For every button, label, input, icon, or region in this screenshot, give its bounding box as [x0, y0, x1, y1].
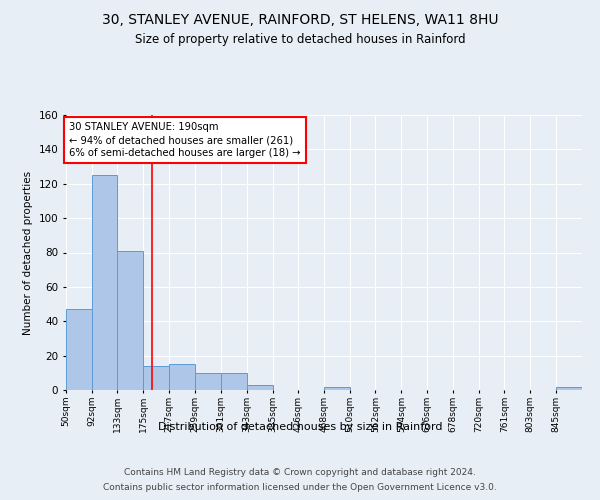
- Text: Contains public sector information licensed under the Open Government Licence v3: Contains public sector information licen…: [103, 483, 497, 492]
- Bar: [143, 366, 169, 390]
- Text: 30 STANLEY AVENUE: 190sqm
← 94% of detached houses are smaller (261)
6% of semi-: 30 STANLEY AVENUE: 190sqm ← 94% of detac…: [69, 122, 301, 158]
- Bar: [556, 386, 582, 390]
- Text: Contains HM Land Registry data © Crown copyright and database right 2024.: Contains HM Land Registry data © Crown c…: [124, 468, 476, 477]
- Bar: [247, 385, 272, 390]
- Text: 30, STANLEY AVENUE, RAINFORD, ST HELENS, WA11 8HU: 30, STANLEY AVENUE, RAINFORD, ST HELENS,…: [102, 12, 498, 26]
- Bar: [195, 373, 221, 390]
- Bar: [221, 373, 247, 390]
- Bar: [323, 386, 350, 390]
- Bar: [169, 364, 195, 390]
- Y-axis label: Number of detached properties: Number of detached properties: [23, 170, 33, 334]
- Bar: [92, 175, 117, 390]
- Text: Size of property relative to detached houses in Rainford: Size of property relative to detached ho…: [134, 32, 466, 46]
- Bar: [66, 309, 92, 390]
- Bar: [117, 251, 143, 390]
- Text: Distribution of detached houses by size in Rainford: Distribution of detached houses by size …: [158, 422, 442, 432]
